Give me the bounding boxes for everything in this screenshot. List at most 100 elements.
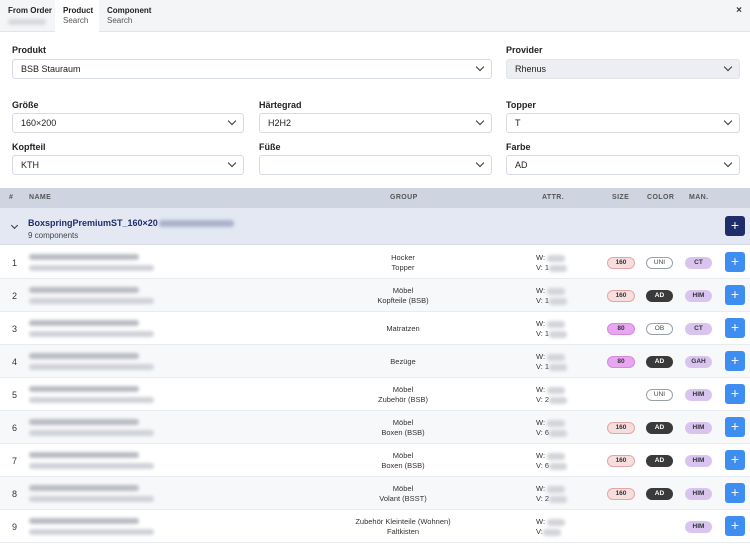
add-component-button[interactable]: +: [725, 384, 745, 404]
row-number: 7: [12, 456, 18, 466]
attr-v-redacted: [549, 363, 568, 371]
attr-v: V: 1: [536, 296, 550, 305]
attr-w-redacted: [547, 254, 566, 262]
manufacturer-badge: HIM: [685, 389, 712, 401]
attributes: W: V: 1: [536, 319, 568, 339]
group-primary: Möbel: [392, 484, 414, 493]
table-row[interactable]: 3 Matratzen W: V: 1 80 OB CT +: [0, 312, 750, 345]
group-primary: Hocker: [391, 253, 415, 262]
attr-w: W:: [536, 286, 546, 295]
groesse-select[interactable]: 160×200: [12, 113, 244, 133]
col-attr[interactable]: ATTR.: [542, 194, 565, 201]
add-component-button[interactable]: +: [725, 252, 745, 272]
attr-w: W:: [536, 484, 546, 493]
haertegrad-select[interactable]: H2H2: [259, 113, 492, 133]
component-code-redacted: [29, 287, 139, 293]
table-row[interactable]: 8 Möbel Volant (BSST) W: V: 2 160 AD HIM +: [0, 477, 750, 510]
attr-w-redacted: [547, 386, 566, 394]
attr-v-redacted: [549, 396, 568, 404]
farbe-value: AD: [515, 160, 528, 170]
attr-v: V: 1: [536, 362, 550, 371]
attr-w: W:: [536, 319, 546, 328]
attr-w: W:: [536, 253, 546, 262]
add-component-button[interactable]: +: [725, 285, 745, 305]
color-badge: AD: [646, 356, 673, 368]
attr-v-redacted: [549, 462, 568, 470]
col-man[interactable]: MAN.: [689, 194, 709, 201]
groesse-label: Größe: [12, 100, 39, 110]
attr-v: V: 6: [536, 428, 550, 437]
kopfteil-select[interactable]: KTH: [12, 155, 244, 175]
color-badge: UNI: [646, 389, 673, 401]
group-primary: Möbel: [392, 286, 414, 295]
tab-sublabel: Search: [107, 16, 133, 25]
component-code-redacted: [29, 353, 139, 359]
group-secondary: Zubehör (BSB): [377, 395, 429, 404]
add-component-button[interactable]: +: [725, 516, 745, 536]
col-size[interactable]: SIZE: [612, 194, 630, 201]
add-component-button[interactable]: +: [725, 351, 745, 371]
table-row[interactable]: 5 Möbel Zubehör (BSB) W: V: 2 UNI HIM +: [0, 378, 750, 411]
haertegrad-value: H2H2: [268, 118, 292, 128]
attr-v: V: 2: [536, 494, 550, 503]
attr-v: V: 2: [536, 395, 550, 404]
col-name[interactable]: NAME: [29, 194, 52, 201]
color-badge: AD: [646, 422, 673, 434]
provider-select[interactable]: Rhenus: [506, 59, 740, 79]
table-row[interactable]: 2 Möbel Kopfteile (BSB) W: V: 1 160 AD HIM +: [0, 279, 750, 312]
add-component-button[interactable]: +: [725, 450, 745, 470]
groesse-value: 160×200: [21, 118, 57, 128]
farbe-select[interactable]: AD: [506, 155, 740, 175]
attr-w: W:: [536, 418, 546, 427]
size-badge: 160: [607, 257, 635, 269]
manufacturer-badge: HIM: [685, 290, 712, 302]
attr-w: W:: [536, 517, 546, 526]
attr-w: W:: [536, 451, 546, 460]
attr-w-redacted: [547, 518, 566, 526]
table-row[interactable]: 6 Möbel Boxen (BSB) W: V: 6 160 AD HIM +: [0, 411, 750, 444]
chevron-down-icon: [475, 158, 485, 168]
component-description-redacted: [29, 331, 154, 337]
group-row[interactable]: BoxspringPremiumST_160×20 9 components +: [0, 208, 750, 245]
tab-bar: From Order Product Search Component Sear…: [0, 0, 750, 33]
tab-from-order[interactable]: From Order: [0, 0, 60, 32]
table-row[interactable]: 7 Möbel Boxen (BSB) W: V: 6 160 AD HIM +: [0, 444, 750, 477]
tab-product-search[interactable]: Product Search: [55, 0, 99, 33]
col-group[interactable]: GROUP: [390, 194, 418, 201]
component-code-redacted: [29, 419, 139, 425]
topper-select[interactable]: T: [506, 113, 740, 133]
chevron-down-icon[interactable]: [10, 221, 19, 230]
col-color[interactable]: COLOR: [647, 194, 675, 201]
tab-label: Product: [63, 6, 94, 15]
table-row[interactable]: 4 Bezüge W: V: 1 80 AD GAH +: [0, 345, 750, 378]
produkt-label: Produkt: [12, 45, 47, 55]
manufacturer-badge: CT: [685, 323, 712, 335]
produkt-select[interactable]: BSB Stauraum: [12, 59, 492, 79]
attr-v-redacted: [549, 330, 568, 338]
haertegrad-label: Härtegrad: [259, 100, 302, 110]
tab-order-id-redacted: [8, 19, 46, 25]
table-row[interactable]: 1 Hocker Topper W: V: 1 160 UNI CT +: [0, 246, 750, 279]
row-number: 5: [12, 390, 18, 400]
fuesse-select[interactable]: [259, 155, 492, 175]
component-code-redacted: [29, 452, 139, 458]
attributes: W: V: 6: [536, 451, 568, 471]
table-row[interactable]: 9 Zubehör Kleinteile (Wohnen) Faltkisten W:…: [0, 510, 750, 543]
chevron-down-icon: [723, 62, 733, 72]
attr-w: W:: [536, 352, 546, 361]
topper-label: Topper: [506, 100, 536, 110]
component-description-redacted: [29, 529, 154, 535]
add-component-button[interactable]: +: [725, 318, 745, 338]
manufacturer-badge: CT: [685, 257, 712, 269]
close-icon[interactable]: ×: [736, 5, 742, 16]
attr-v-redacted: [542, 528, 561, 536]
size-badge: 80: [607, 356, 635, 368]
group-count: 9 components: [28, 231, 79, 240]
add-component-button[interactable]: +: [725, 483, 745, 503]
size-badge: 80: [607, 323, 635, 335]
tab-component-search[interactable]: Component Search: [99, 0, 159, 32]
add-component-button[interactable]: +: [725, 417, 745, 437]
add-group-button[interactable]: +: [725, 216, 745, 236]
chevron-down-icon: [227, 116, 237, 126]
kopfteil-label: Kopfteil: [12, 142, 46, 152]
